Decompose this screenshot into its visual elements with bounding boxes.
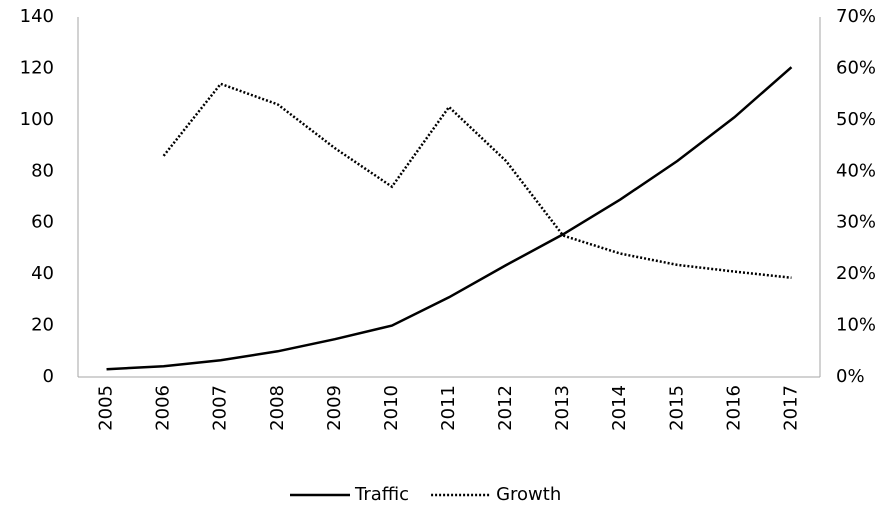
y-tick-label: 120 — [20, 57, 54, 78]
x-tick-label: 2014 — [609, 385, 630, 431]
y2-tick-label: 0% — [836, 366, 865, 387]
legend-label: Traffic — [354, 484, 409, 505]
x-tick-label: 2010 — [381, 385, 402, 431]
y-tick-label: 20 — [31, 315, 54, 336]
y2-tick-label: 50% — [836, 109, 876, 130]
y-tick-label: 40 — [31, 263, 54, 284]
x-tick-label: 2013 — [552, 385, 573, 431]
x-tick-label: 2006 — [153, 385, 174, 431]
x-tick-label: 2005 — [96, 385, 117, 431]
x-tick-label: 2008 — [267, 385, 288, 431]
y2-tick-label: 70% — [836, 6, 876, 27]
y2-tick-label: 40% — [836, 160, 876, 181]
y2-tick-label: 60% — [836, 57, 876, 78]
x-tick-label: 2012 — [495, 385, 516, 431]
x-tick-label: 2015 — [666, 385, 687, 431]
y2-tick-label: 10% — [836, 315, 876, 336]
x-tick-label: 2016 — [723, 385, 744, 431]
y-tick-label: 60 — [31, 212, 54, 233]
x-tick-label: 2009 — [324, 385, 345, 431]
y-tick-label: 0 — [43, 366, 54, 387]
y2-tick-label: 20% — [836, 263, 876, 284]
series-line — [106, 66, 793, 371]
x-tick-label: 2007 — [210, 385, 231, 431]
y-tick-label: 100 — [20, 109, 54, 130]
legend-label: Growth — [496, 484, 561, 505]
x-tick-label: 2017 — [780, 385, 801, 431]
series-line — [162, 82, 792, 279]
y-tick-label: 140 — [20, 6, 54, 27]
x-tick-label: 2011 — [438, 385, 459, 431]
y-tick-label: 80 — [31, 160, 54, 181]
y2-tick-label: 30% — [836, 212, 876, 233]
